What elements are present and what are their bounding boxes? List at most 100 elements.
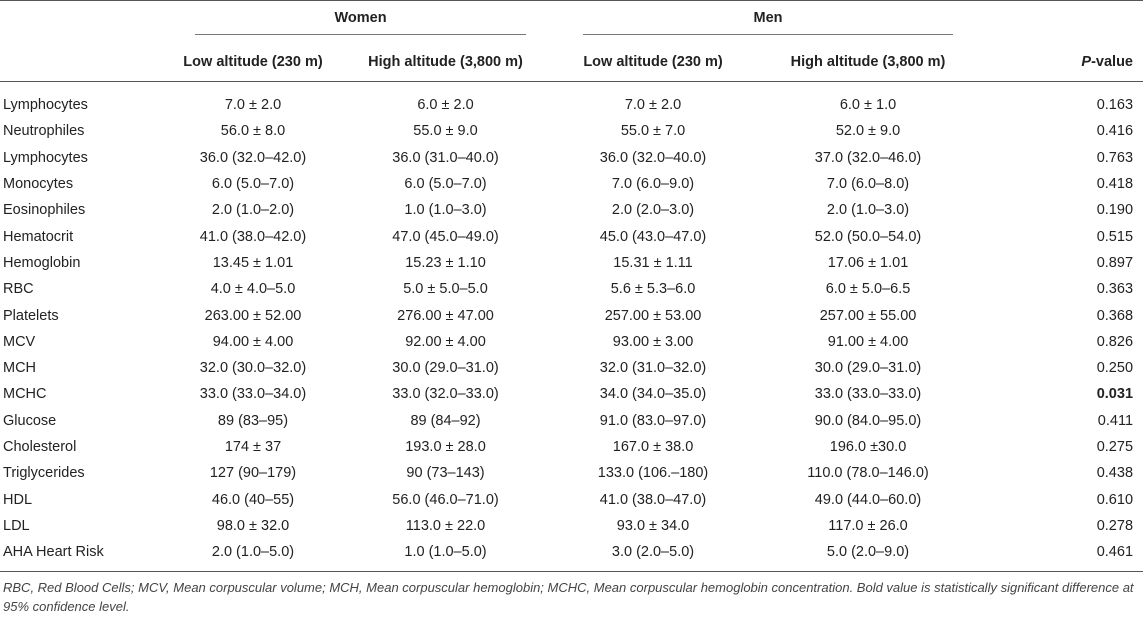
men-high-value: 90.0 (84.0–95.0) [814, 412, 922, 429]
table-row: Cholesterol 174 ± 37 193.0 ± 28.0 167.0 ± 3… [0, 434, 1143, 460]
men-low-value: 257.00 ± 53.00 [604, 307, 702, 324]
header-men-low: Low altitude (230 m) [583, 54, 723, 70]
data-table: Women Men Low altitude (230 m) High alti… [0, 0, 1143, 572]
table-row: LDL 98.0 ± 32.0 113.0 ± 22.0 93.0 ± 34.0 117… [0, 513, 1143, 539]
p-value: 0.363 [1096, 281, 1134, 298]
table-row: MCHC 33.0 (33.0–34.0) 33.0 (32.0–33.0) 34.0… [0, 381, 1143, 407]
header-women-high: High altitude (3,800 m) [368, 54, 523, 70]
women-high-value: 1.0 (1.0–5.0) [404, 544, 487, 561]
row-label: Hemoglobin [3, 254, 81, 271]
women-low-value: 6.0 (5.0–7.0) [211, 176, 295, 193]
men-high-value: 37.0 (32.0–46.0) [814, 149, 922, 166]
men-high-value: 5.0 (2.0–9.0) [826, 544, 910, 561]
women-high-value: 33.0 (32.0–33.0) [392, 386, 499, 403]
men-low-value: 41.0 (38.0–47.0) [599, 491, 707, 508]
women-low-value: 127 (90–179) [209, 465, 297, 482]
row-label: Triglycerides [3, 465, 85, 482]
header-blank-right [983, 1, 1143, 44]
women-low-value: 2.0 (1.0–2.0) [211, 202, 295, 219]
men-high-value: 7.0 (6.0–8.0) [826, 176, 910, 193]
women-low-value: 2.0 (1.0–5.0) [211, 544, 295, 561]
pvalue-suffix: -value [1091, 54, 1134, 70]
table-row: Lymphocytes 7.0 ± 2.0 6.0 ± 2.0 7.0 ± 2.0 6.… [0, 82, 1143, 119]
table-row: AHA Heart Risk 2.0 (1.0–5.0) 1.0 (1.0–5.0)… [0, 539, 1143, 572]
men-high-value: 52.0 (50.0–54.0) [814, 228, 922, 245]
women-low-value: 33.0 (33.0–34.0) [199, 386, 307, 403]
men-low-value: 3.0 (2.0–5.0) [611, 544, 695, 561]
men-low-value: 7.0 (6.0–9.0) [611, 176, 695, 193]
p-value: 0.278 [1096, 517, 1134, 534]
women-low-value: 94.00 ± 4.00 [212, 333, 294, 350]
p-value: 0.897 [1096, 254, 1134, 271]
women-high-value: 276.00 ± 47.00 [397, 307, 494, 324]
table-row: Neutrophiles 56.0 ± 8.0 55.0 ± 9.0 55.0 ± 7… [0, 118, 1143, 144]
women-low-value: 36.0 (32.0–42.0) [199, 149, 307, 166]
table-row: Monocytes 6.0 (5.0–7.0) 6.0 (5.0–7.0) 7.0 (… [0, 171, 1143, 197]
row-label: Glucose [3, 412, 57, 429]
men-high-value: 33.0 (33.0–33.0) [814, 386, 922, 403]
men-high-value: 30.0 (29.0–31.0) [814, 360, 922, 377]
women-low-value: 46.0 (40–55) [211, 491, 295, 508]
men-group-header: Men [553, 1, 983, 44]
men-low-value: 34.0 (34.0–35.0) [599, 386, 707, 403]
p-value: 0.763 [1096, 149, 1134, 166]
row-label: HDL [3, 491, 33, 508]
p-value: 0.418 [1096, 176, 1134, 193]
women-high-value: 90 (73–143) [406, 465, 485, 482]
men-high-value: 91.00 ± 4.00 [827, 333, 909, 350]
p-value: 0.190 [1096, 202, 1134, 219]
p-value: 0.438 [1096, 465, 1134, 482]
table-footnote: RBC, Red Blood Cells; MCV, Mean corpuscu… [3, 580, 1134, 614]
table-row: HDL 46.0 (40–55) 56.0 (46.0–71.0) 41.0 (38.… [0, 486, 1143, 512]
women-high-value: 92.00 ± 4.00 [405, 333, 486, 350]
row-label: Neutrophiles [3, 123, 85, 140]
men-high-value: 6.0 ± 5.0–6.5 [825, 281, 911, 298]
row-label: Hematocrit [3, 228, 74, 245]
women-high-value: 56.0 (46.0–71.0) [392, 491, 499, 508]
women-low-value: 7.0 ± 2.0 [224, 97, 282, 114]
men-low-value: 45.0 (43.0–47.0) [599, 228, 707, 245]
women-high-value: 30.0 (29.0–31.0) [392, 360, 499, 377]
row-label: Lymphocytes [3, 97, 88, 114]
row-label: LDL [3, 517, 30, 534]
p-value: 0.275 [1096, 439, 1134, 455]
table-row: MCV 94.00 ± 4.00 92.00 ± 4.00 93.00 ± 3.00 9… [0, 329, 1143, 355]
table-row: Lymphocytes 36.0 (32.0–42.0) 36.0 (31.0–40… [0, 145, 1143, 171]
men-low-value: 32.0 (31.0–32.0) [599, 360, 707, 377]
column-header-row: Low altitude (230 m) High altitude (3,80… [0, 43, 1143, 82]
row-label: MCV [3, 333, 36, 350]
table-row: RBC 4.0 ± 4.0–5.0 5.0 ± 5.0–5.0 5.6 ± 5.3–6… [0, 276, 1143, 302]
header-women-low: Low altitude (230 m) [183, 54, 323, 70]
pvalue-p: P [1081, 54, 1092, 70]
header-pvalue: P-value [983, 43, 1143, 82]
header-men-high: High altitude (3,800 m) [790, 54, 946, 70]
women-group-header: Women [168, 1, 553, 44]
women-high-value: 15.23 ± 1.10 [405, 254, 486, 271]
table-row: Hemoglobin 13.45 ± 1.01 15.23 ± 1.10 15.31 … [0, 250, 1143, 276]
men-high-value: 196.0 ±30.0 [829, 439, 907, 455]
men-low-value: 167.0 ± 38.0 [612, 439, 694, 455]
women-low-value: 32.0 (30.0–32.0) [199, 360, 307, 377]
men-high-value: 110.0 (78.0–146.0) [807, 465, 929, 482]
men-high-value: 257.00 ± 55.00 [819, 307, 917, 324]
women-high-value: 193.0 ± 28.0 [405, 439, 486, 455]
table-row: Platelets 263.00 ± 52.00 276.00 ± 47.00 257… [0, 302, 1143, 328]
men-high-value: 49.0 (44.0–60.0) [814, 491, 922, 508]
women-low-value: 98.0 ± 32.0 [216, 517, 290, 534]
women-low-value: 4.0 ± 4.0–5.0 [210, 281, 296, 298]
p-value: 0.368 [1096, 307, 1134, 324]
row-label: Monocytes [3, 176, 74, 193]
row-label: MCHC [3, 386, 47, 403]
women-high-value: 113.0 ± 22.0 [405, 517, 486, 534]
women-low-value: 56.0 ± 8.0 [220, 123, 286, 140]
p-value: 0.416 [1096, 123, 1134, 140]
table-body: Lymphocytes 7.0 ± 2.0 6.0 ± 2.0 7.0 ± 2.0 6.… [0, 82, 1143, 572]
women-high-value: 1.0 (1.0–3.0) [404, 202, 487, 219]
men-high-value: 17.06 ± 1.01 [827, 254, 909, 271]
women-high-value: 55.0 ± 9.0 [413, 123, 478, 140]
header-blank [0, 1, 168, 44]
men-low-value: 55.0 ± 7.0 [620, 123, 686, 140]
men-label: Men [583, 10, 953, 35]
men-high-value: 52.0 ± 9.0 [835, 123, 901, 140]
